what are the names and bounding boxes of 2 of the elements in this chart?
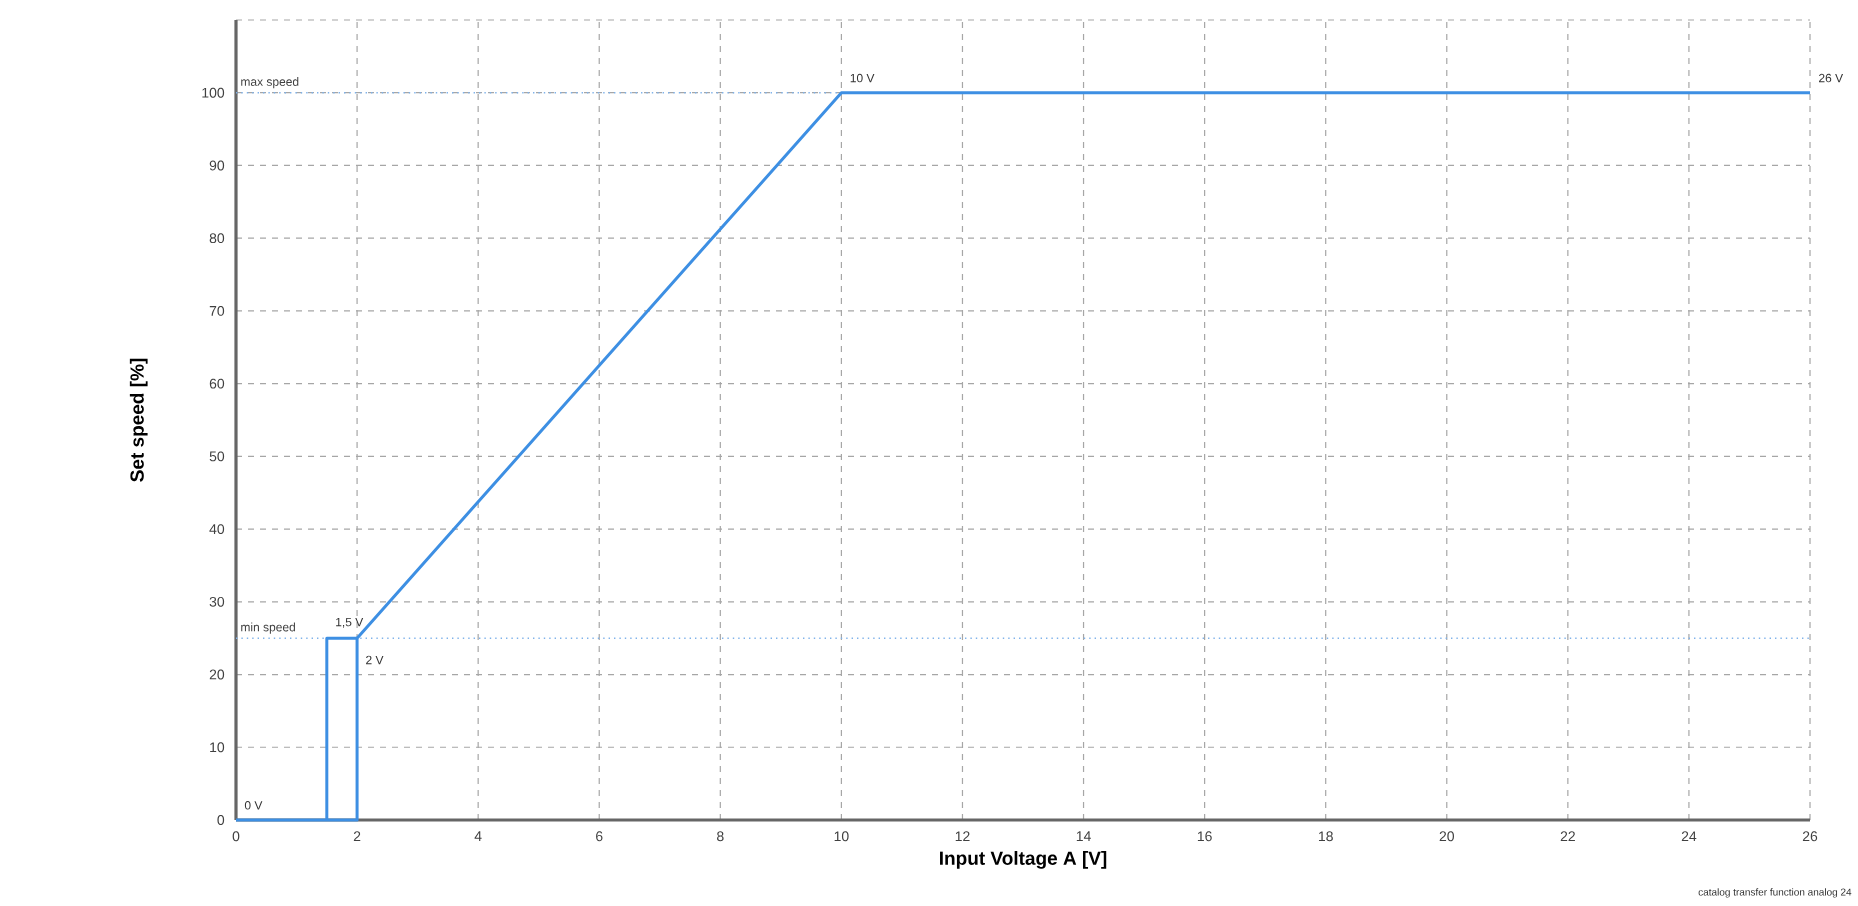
y-axis-title: Set speed [%] bbox=[129, 358, 148, 482]
x-axis-title: Input Voltage A [V] bbox=[940, 850, 1107, 869]
